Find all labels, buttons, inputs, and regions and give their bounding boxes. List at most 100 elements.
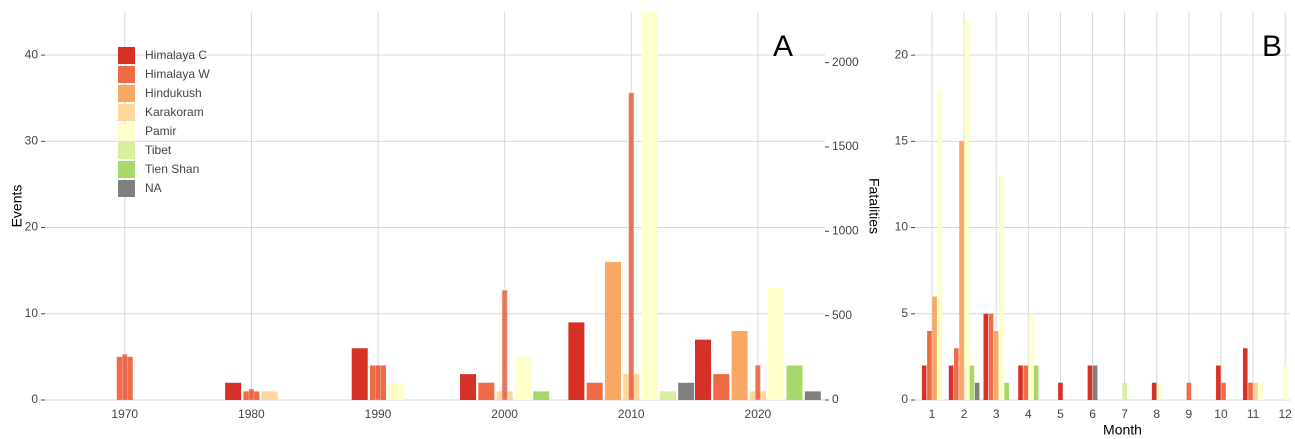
- bar: [694, 339, 711, 400]
- bar: [1004, 382, 1009, 400]
- y-axis-label: Events: [9, 185, 25, 228]
- fatality-bar: [628, 92, 635, 401]
- bar: [921, 365, 927, 400]
- bar: [514, 356, 531, 400]
- x-tick-label: 1: [929, 407, 936, 421]
- bar: [954, 348, 959, 400]
- legend-label: Hindukush: [145, 86, 202, 100]
- x-tick-label: 2: [961, 407, 968, 421]
- legend-label: Karakoram: [145, 105, 204, 119]
- bar: [1151, 382, 1157, 400]
- bar: [937, 89, 943, 400]
- bar: [568, 322, 585, 400]
- bar: [1282, 365, 1288, 400]
- fatality-bar: [375, 365, 381, 401]
- bar: [786, 365, 803, 400]
- x-tick-label: 6: [1089, 407, 1096, 421]
- legend-swatch: [118, 142, 135, 159]
- x-tick-label: 3: [993, 407, 1000, 421]
- bar: [261, 391, 278, 400]
- legend-label: NA: [145, 181, 162, 195]
- x-tick-label: 12: [1279, 407, 1293, 421]
- y-tick-label: 30: [25, 134, 39, 148]
- bar: [678, 382, 695, 400]
- fatality-bar: [755, 365, 761, 401]
- bar: [713, 374, 730, 400]
- legend-label: Tien Shan: [145, 162, 199, 176]
- x-tick-label: 11: [1247, 407, 1260, 421]
- bar: [1023, 365, 1029, 400]
- bar: [1092, 365, 1098, 400]
- bar: [641, 12, 658, 400]
- bar: [1028, 313, 1034, 400]
- y-tick-label: 20: [25, 220, 39, 234]
- legend-label: Himalaya W: [145, 67, 210, 81]
- legend-swatch: [118, 123, 135, 140]
- bar: [731, 331, 748, 400]
- y2-tick-label: 0: [832, 392, 839, 406]
- x-tick-label: 5: [1057, 407, 1064, 421]
- bar: [964, 20, 970, 400]
- legend-swatch: [118, 180, 135, 197]
- x-tick-label: 4: [1025, 407, 1032, 421]
- bar: [959, 141, 964, 401]
- bar: [948, 365, 954, 400]
- x-tick-label: 1970: [111, 407, 138, 421]
- bar: [1157, 382, 1162, 400]
- legend-label: Himalaya C: [145, 48, 207, 62]
- legend-swatch: [118, 161, 135, 178]
- y-tick-label: 5: [901, 306, 908, 320]
- y2-tick-label: 2000: [832, 55, 859, 69]
- bar: [225, 382, 242, 400]
- y2-tick-label: 1500: [832, 139, 859, 153]
- bar: [533, 391, 550, 400]
- y-tick-label: 10: [25, 306, 39, 320]
- bar: [604, 262, 621, 400]
- x-tick-label: 9: [1186, 407, 1193, 421]
- y2-tick-label: 1000: [832, 223, 859, 237]
- x-tick-label: 10: [1214, 407, 1228, 421]
- legend-label: Pamir: [145, 124, 176, 138]
- bar: [1122, 382, 1127, 400]
- legend-swatch: [118, 66, 135, 83]
- bar: [768, 287, 785, 400]
- y2-tick-label: 500: [832, 308, 852, 322]
- legend-swatch: [118, 85, 135, 102]
- legend-label: Tibet: [145, 143, 172, 157]
- bar: [1033, 365, 1039, 400]
- bar: [1242, 348, 1248, 400]
- fatality-bar: [501, 290, 508, 401]
- bar: [460, 374, 477, 400]
- x-axis-label: Month: [1103, 422, 1142, 438]
- panel-label: B: [1262, 30, 1282, 63]
- fatality-bar: [121, 354, 128, 401]
- x-tick-label: 1980: [238, 407, 265, 421]
- y-tick-label: 10: [895, 220, 909, 234]
- x-tick-label: 2010: [618, 407, 645, 421]
- legend-swatch: [118, 47, 135, 64]
- bar: [974, 382, 980, 400]
- x-tick-label: 2000: [491, 407, 518, 421]
- y-tick-label: 0: [31, 392, 38, 406]
- fatality-bar: [248, 388, 255, 401]
- panel-label: A: [773, 30, 793, 63]
- bar: [1087, 365, 1093, 400]
- y-tick-label: 15: [895, 134, 909, 148]
- bar: [969, 365, 975, 400]
- bar: [804, 391, 821, 400]
- bar: [478, 382, 495, 400]
- legend-swatch: [118, 104, 135, 121]
- y-tick-label: 0: [901, 392, 908, 406]
- x-tick-label: 1990: [365, 407, 392, 421]
- y2-axis-label: Fatalities: [866, 178, 882, 234]
- bar: [1253, 382, 1258, 400]
- bar: [927, 331, 932, 400]
- bar: [993, 331, 999, 400]
- bar: [1186, 382, 1192, 400]
- y-tick-label: 20: [895, 47, 909, 61]
- bar: [988, 313, 994, 400]
- bar: [983, 313, 989, 400]
- bar: [999, 175, 1004, 400]
- x-tick-label: 7: [1121, 407, 1128, 421]
